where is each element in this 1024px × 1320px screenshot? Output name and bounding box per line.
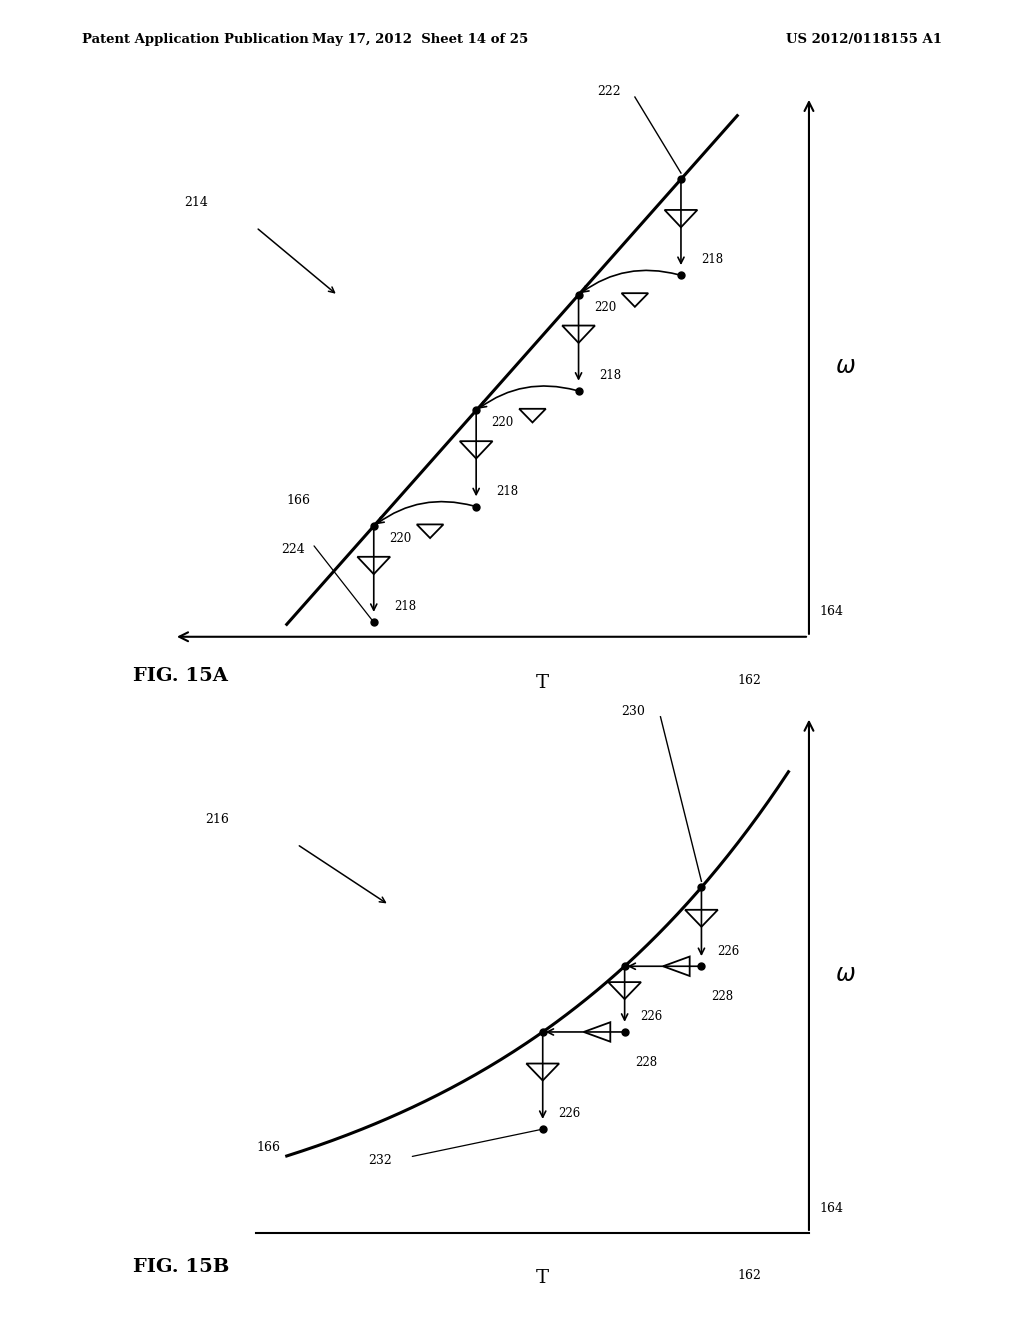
Text: 214: 214	[184, 195, 208, 209]
Text: Patent Application Publication: Patent Application Publication	[82, 33, 308, 46]
Text: 218: 218	[701, 253, 724, 267]
Text: 228: 228	[712, 990, 734, 1003]
Text: 228: 228	[635, 1056, 657, 1069]
Text: 226: 226	[558, 1107, 581, 1121]
Text: 218: 218	[599, 370, 622, 381]
Text: 166: 166	[256, 1142, 280, 1155]
Text: 164: 164	[819, 1203, 843, 1216]
Text: T: T	[537, 675, 549, 692]
Text: 226: 226	[640, 1010, 663, 1023]
Text: 166: 166	[287, 494, 310, 507]
Text: 162: 162	[737, 675, 761, 686]
Text: $\omega$: $\omega$	[835, 964, 855, 986]
Text: 220: 220	[492, 416, 514, 429]
Text: May 17, 2012  Sheet 14 of 25: May 17, 2012 Sheet 14 of 25	[311, 33, 528, 46]
Text: 220: 220	[389, 532, 412, 545]
Text: 232: 232	[369, 1154, 392, 1167]
Text: 230: 230	[621, 705, 645, 718]
Text: 216: 216	[205, 813, 228, 826]
Text: 218: 218	[394, 601, 417, 614]
Text: FIG. 15B: FIG. 15B	[133, 1258, 229, 1276]
Text: US 2012/0118155 A1: US 2012/0118155 A1	[786, 33, 942, 46]
Text: FIG. 15A: FIG. 15A	[133, 667, 228, 685]
Text: 164: 164	[819, 606, 843, 619]
Text: 224: 224	[282, 544, 305, 557]
Text: 220: 220	[594, 301, 616, 314]
Text: 218: 218	[497, 484, 519, 498]
Text: 162: 162	[737, 1270, 761, 1282]
Text: $\omega$: $\omega$	[835, 355, 855, 379]
Text: 222: 222	[597, 84, 622, 98]
Text: T: T	[537, 1270, 549, 1287]
Text: 226: 226	[717, 945, 739, 957]
